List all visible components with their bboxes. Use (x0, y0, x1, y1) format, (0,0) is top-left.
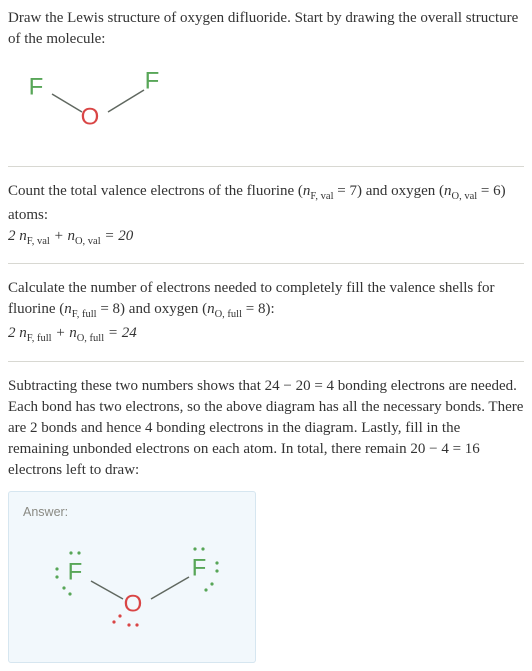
step3-line1: Calculate the number of electrons needed… (8, 280, 494, 317)
lewis-svg: F O F (23, 531, 243, 641)
step1: Draw the Lewis structure of oxygen diflu… (8, 8, 524, 152)
svg-text:F: F (145, 67, 160, 94)
svg-text:F: F (192, 555, 207, 582)
divider-3 (8, 361, 524, 362)
step1-diagram: F O F (8, 60, 524, 152)
answer-diagram: F O F (23, 531, 241, 648)
step2-line1: Count the total valence electrons of the… (8, 183, 506, 223)
skeleton-svg: F O F (8, 60, 188, 145)
step3-equation: 2 nF, full + nO, full = 24 (8, 325, 137, 341)
divider-1 (8, 166, 524, 167)
divider-2 (8, 263, 524, 264)
answer-box: Answer: F O F (8, 491, 256, 664)
step1-text: Draw the Lewis structure of oxygen diflu… (8, 10, 518, 47)
step3: Calculate the number of electrons needed… (8, 278, 524, 346)
step2-equation: 2 nF, val + nO, val = 20 (8, 228, 133, 244)
svg-text:O: O (81, 103, 100, 130)
svg-text:F: F (68, 559, 83, 586)
answer-label: Answer: (23, 504, 241, 522)
step4-text: Subtracting these two numbers shows that… (8, 378, 523, 478)
step4: Subtracting these two numbers shows that… (8, 376, 524, 481)
svg-text:O: O (124, 591, 143, 618)
step2: Count the total valence electrons of the… (8, 181, 524, 249)
svg-text:F: F (29, 73, 44, 100)
